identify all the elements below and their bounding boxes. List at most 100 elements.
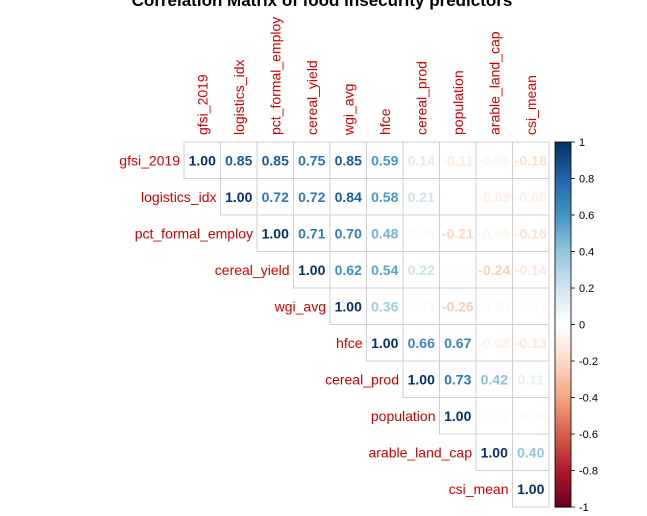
row-label-hfce: hfce [336, 335, 363, 351]
colorbar-segment [555, 222, 571, 227]
colorbar-segment [555, 350, 571, 355]
colorbar-segment [555, 233, 571, 238]
corr-value-cereal_prod-cereal_prod: 1.00 [408, 371, 435, 387]
colorbar-segment [555, 262, 571, 267]
colorbar-segment [555, 503, 571, 508]
cell-cereal_prod-csi_mean [512, 360, 550, 398]
colorbar-segment [555, 379, 571, 384]
cell-hfce-cereal_prod [402, 324, 440, 362]
corr-value-gfsi_2019-pct_formal_employ: 0.85 [262, 152, 289, 168]
colorbar-segment [555, 215, 571, 220]
colorbar-segment [555, 152, 571, 158]
corr-value-gfsi_2019-gfsi_2019: 1.00 [189, 152, 216, 168]
corr-value-population-arable_land_cap: 0.03 [481, 408, 508, 424]
colorbar-segment [555, 368, 571, 373]
cell-gfsi_2019-gfsi_2019 [183, 141, 221, 179]
cell-gfsi_2019-population [439, 141, 477, 179]
row-labels: gfsi_2019 logistics_idx pct_formal_employc… [119, 152, 508, 497]
row-label-arable_land_cap: arable_land_cap [368, 444, 472, 460]
colorbar-segment [555, 320, 571, 326]
colorbar: -1 -0.8 -0.6 -0.4 -0.2 0 0.2 0.4 0.6 0.8 1 [554, 137, 598, 514]
corr-value-pct_formal_employ-wgi_avg: 0.70 [335, 225, 362, 241]
corr-value-population-csi_mean: -0.04 [515, 408, 547, 424]
colorbar-tick-label: -0.6 [579, 429, 598, 441]
cell-population-csi_mean [512, 397, 550, 435]
corr-value-wgi_avg-csi_mean: -0.03 [515, 298, 547, 314]
colorbar-segment [555, 229, 571, 234]
colorbar-tick-label: 1 [579, 137, 585, 149]
colorbar-segment [555, 284, 571, 289]
cell-wgi_avg-cereal_prod [402, 287, 440, 325]
corr-value-pct_formal_employ-cereal_prod: 0.04 [408, 225, 435, 241]
colorbar-segment [555, 412, 571, 417]
colorbar-segment [555, 466, 571, 472]
colorbar-segment [555, 361, 571, 366]
cell-arable_land_cap-arable_land_cap [475, 433, 513, 471]
cells-layer [183, 141, 550, 508]
col-label-arable_land_cap: arable_land_cap [486, 31, 502, 135]
colorbar-segment [555, 236, 571, 242]
corr-value-cereal_yield-population: 0.02 [444, 262, 471, 278]
col-label-gfsi_2019: gfsi_2019 [194, 74, 210, 135]
colorbar-segment [555, 448, 571, 453]
colorbar-segment [555, 481, 571, 486]
chart-title: Correlation Matrix of food insecurity pr… [132, 0, 513, 10]
cell-pct_formal_employ-wgi_avg [329, 214, 367, 252]
colorbar-segment [555, 353, 571, 358]
corr-value-cereal_prod-arable_land_cap: 0.42 [481, 371, 508, 387]
cell-cereal_prod-arable_land_cap [475, 360, 513, 398]
colorbar-segment [555, 171, 571, 176]
corr-value-cereal_prod-population: 0.73 [444, 371, 471, 387]
corr-value-logistics_idx-population: 0.00 [444, 189, 471, 205]
colorbar-segment [555, 324, 571, 329]
colorbar-segment [555, 335, 571, 340]
colorbar-segment [555, 255, 571, 260]
row-label-logistics_idx: logistics_idx [141, 189, 216, 205]
colorbar-segment [555, 382, 571, 388]
colorbar-segment [555, 200, 571, 205]
colorbar-segment [555, 328, 571, 333]
colorbar-segment [555, 189, 571, 194]
colorbar-segment [555, 419, 571, 424]
colorbar-segment [555, 174, 571, 180]
corr-value-logistics_idx-csi_mean: -0.08 [515, 189, 547, 205]
colorbar-segment [555, 247, 571, 253]
corr-value-gfsi_2019-cereal_yield: 0.75 [298, 152, 325, 168]
corr-value-cereal_yield-cereal_yield: 1.00 [298, 262, 325, 278]
col-label-csi_mean: csi_mean [523, 75, 539, 135]
cell-pct_formal_employ-cereal_yield [293, 214, 331, 252]
colorbar-segment [555, 277, 571, 282]
colorbar-segment [555, 225, 571, 231]
row-label-csi_mean: csi_mean [449, 481, 509, 497]
colorbar-segment [555, 492, 571, 497]
row-label-cereal_yield: cereal_yield [215, 262, 290, 278]
colorbar-segment [555, 397, 571, 402]
corr-value-logistics_idx-cereal_yield: 0.72 [298, 189, 325, 205]
corr-value-logistics_idx-pct_formal_employ: 0.72 [262, 189, 289, 205]
colorbar-tick-label: 0 [579, 320, 585, 332]
colorbar-segment [555, 401, 571, 406]
cell-wgi_avg-hfce [366, 287, 404, 325]
cell-logistics_idx-pct_formal_employ [256, 178, 294, 216]
corr-value-pct_formal_employ-cereal_yield: 0.71 [298, 225, 325, 241]
colorbar-segment [555, 499, 571, 504]
cell-wgi_avg-wgi_avg [329, 287, 367, 325]
cell-pct_formal_employ-hfce [366, 214, 404, 252]
colorbar-segment [555, 455, 571, 461]
colorbar-tick-label: 0.8 [579, 174, 594, 186]
colorbar-segment [555, 346, 571, 351]
corr-value-gfsi_2019-csi_mean: -0.18 [515, 152, 547, 168]
colorbar-segment [555, 204, 571, 209]
colorbar-segment [555, 302, 571, 307]
corr-value-pct_formal_employ-hfce: 0.48 [371, 225, 398, 241]
colorbar-segment [555, 244, 571, 249]
corr-value-arable_land_cap-csi_mean: 0.40 [517, 444, 544, 460]
colorbar-segment [555, 211, 571, 216]
cell-cereal_prod-population [439, 360, 477, 398]
colorbar-segment [555, 430, 571, 435]
cell-logistics_idx-cereal_prod [402, 178, 440, 216]
colorbar-segment [555, 408, 571, 413]
colorbar-segment [555, 415, 571, 420]
colorbar-segment [555, 306, 571, 311]
